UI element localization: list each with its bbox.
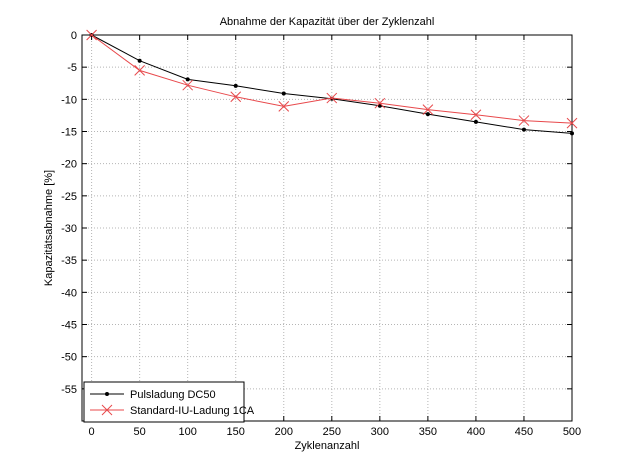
data-point-series-2 [182, 79, 194, 91]
y-tick-label: -50 [61, 352, 77, 364]
legend-marker [105, 392, 109, 396]
y-tick-label: -10 [61, 94, 77, 106]
y-tick-label: -55 [61, 384, 77, 396]
y-axis-title: Kapazitätsabnahme [%] [43, 170, 55, 286]
x-tick-label: 450 [515, 426, 533, 438]
y-tick-label: -15 [61, 127, 77, 139]
legend-marker [101, 404, 113, 416]
x-tick-label: 0 [89, 426, 95, 438]
y-tick-label: -40 [61, 287, 77, 299]
data-point-series-1 [281, 91, 286, 96]
legend: Pulsladung DC50 Standard-IU-Ladung 1CA [83, 381, 255, 423]
data-point-series-2 [326, 92, 338, 104]
y-tick-label: -45 [61, 320, 77, 332]
y-tick-label: -5 [67, 62, 77, 74]
data-point-series-2 [134, 65, 146, 76]
data-point-series-2 [278, 101, 290, 112]
data-point-series-2 [230, 91, 242, 103]
legend-item: Standard-IU-Ladung 1CA [90, 404, 255, 417]
data-point-series-2 [566, 117, 578, 129]
legend-label: Pulsladung DC50 [130, 389, 216, 401]
data-point-series-2 [470, 109, 482, 121]
data-point-series-2 [518, 115, 530, 126]
x-tick-label: 400 [467, 426, 485, 438]
chart-title: Abnahme der Kapazität über der Zyklenzah… [220, 16, 435, 28]
series-group [86, 29, 578, 136]
data-point-series-2 [86, 29, 97, 41]
data-point-series-2 [422, 104, 434, 115]
x-tick-label: 250 [323, 426, 341, 438]
data-point-series-1 [521, 127, 526, 132]
x-tick-label: 350 [419, 426, 437, 438]
legend-label: Standard-IU-Ladung 1CA [130, 405, 255, 417]
data-point-series-1 [185, 77, 190, 82]
x-axis-title: Zyklenanzahl [295, 440, 360, 452]
legend-box [83, 381, 245, 423]
x-tick-label: 500 [563, 426, 581, 438]
x-tick-label: 200 [275, 426, 293, 438]
data-point-series-1 [425, 112, 430, 117]
data-point-series-1 [570, 131, 574, 136]
y-tick-label: -30 [61, 223, 77, 235]
x-tick-label: 50 [134, 426, 146, 438]
x-tick-label: 300 [371, 426, 389, 438]
data-point-series-1 [473, 119, 478, 124]
data-point-series-2 [374, 97, 386, 109]
y-tick-label: 0 [71, 30, 77, 42]
y-tick-label: -25 [61, 191, 77, 203]
legend-item: Pulsladung DC50 [90, 389, 216, 401]
data-point-series-1 [137, 58, 142, 63]
y-tick-label: -20 [61, 159, 77, 171]
x-tick-label: 100 [179, 426, 197, 438]
data-point-series-1 [233, 83, 238, 88]
x-tick-label: 150 [227, 426, 245, 438]
y-tick-label: -35 [61, 255, 77, 267]
